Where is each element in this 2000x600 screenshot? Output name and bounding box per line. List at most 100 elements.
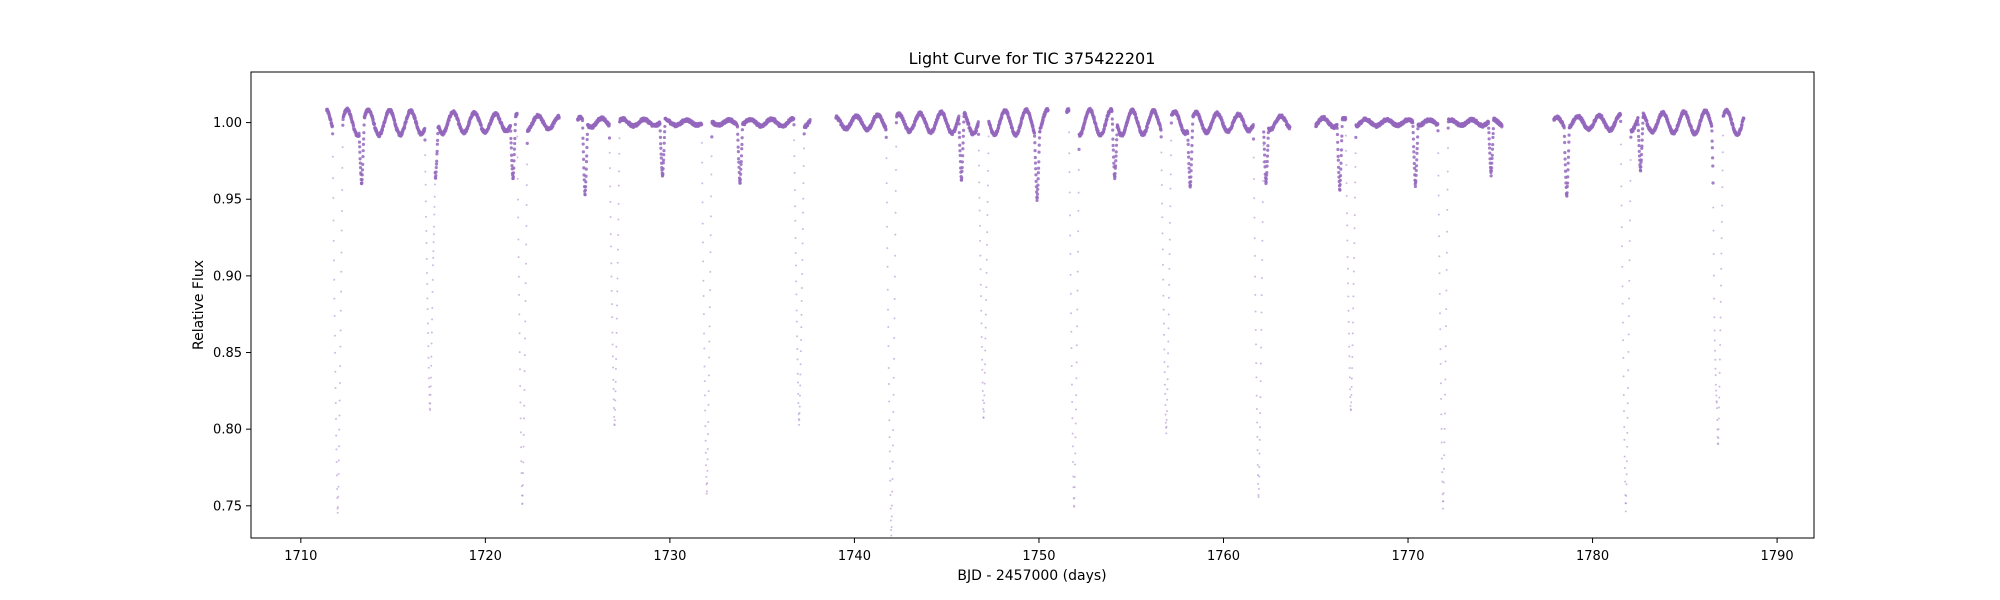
data-point [1169,173,1172,176]
data-point [1186,138,1190,142]
data-point [979,268,982,271]
data-point [802,165,805,168]
data-point [884,135,888,139]
data-point [358,166,363,170]
data-point [512,153,516,157]
data-point [1260,294,1263,297]
data-point [983,382,986,385]
data-point [1165,426,1168,429]
data-point [658,122,662,126]
data-point [615,331,618,334]
data-point [1265,170,1269,175]
data-point [1033,161,1038,165]
data-point [659,142,663,146]
data-point [957,114,961,118]
data-point [521,502,524,505]
data-point [1111,155,1116,159]
data-point [704,409,707,412]
data-point [1436,129,1440,133]
data-point [337,459,340,462]
data-point [361,149,365,153]
data-point [1446,188,1449,191]
data-point [1123,127,1127,131]
data-point [446,121,450,125]
data-point [1252,178,1255,181]
data-point [609,233,612,236]
data-point [511,171,516,175]
data-point [428,402,431,405]
data-point [1344,134,1347,137]
data-point [895,145,898,148]
data-point [1115,133,1119,137]
data-point [894,168,897,171]
data-point [1072,460,1075,463]
data-point [522,472,525,475]
data-point [1017,129,1021,133]
data-point [986,200,989,203]
data-point [1566,168,1570,172]
data-point [1259,380,1262,383]
data-point [1347,295,1350,298]
data-point [1110,122,1115,126]
data-point [958,149,962,153]
data-point [893,337,896,340]
data-point [1563,151,1567,155]
data-point [1487,137,1491,141]
data-point [1167,352,1170,355]
data-point [332,259,335,262]
data-point [358,145,362,149]
data-point [427,377,430,380]
data-point [1186,150,1191,155]
data-point [891,504,893,507]
data-point [1257,496,1260,499]
data-point [1266,148,1270,152]
data-point [1220,118,1224,122]
data-point [796,358,799,361]
data-point [381,124,386,128]
data-point [1348,376,1351,379]
data-point [889,493,892,496]
data-point [1565,194,1569,198]
data-point [583,188,587,192]
data-point [1162,278,1165,281]
data-point [1164,413,1167,416]
data-point [1033,141,1037,145]
data-point [1254,310,1257,313]
data-point [709,251,712,254]
data-point [429,402,432,405]
data-point [1436,122,1440,126]
data-point [1353,196,1356,199]
data-point [1165,418,1168,421]
data-point [1076,308,1079,311]
data-point [358,161,362,165]
data-point [1035,198,1039,202]
data-point [1068,214,1071,217]
data-point [1563,157,1567,161]
data-point [357,134,361,138]
data-point [1160,151,1163,154]
data-point [1114,154,1118,158]
data-point [702,260,705,263]
data-point [736,145,740,149]
data-point [1166,365,1169,368]
data-point [1346,255,1349,258]
data-point [340,270,343,273]
data-point [1263,153,1267,157]
data-point [338,382,341,385]
data-point [1446,230,1449,233]
data-point [984,363,986,366]
data-point [978,181,981,184]
data-point [1347,282,1350,285]
data-point [703,365,706,368]
data-point [336,507,339,510]
data-point [615,317,618,320]
data-point [1487,142,1491,146]
data-point [361,154,365,159]
data-point [661,161,665,165]
data-point [1073,486,1076,489]
data-point [423,126,427,130]
data-point [1256,435,1259,438]
data-point [885,182,888,185]
data-point [339,345,342,348]
data-point [584,167,588,171]
